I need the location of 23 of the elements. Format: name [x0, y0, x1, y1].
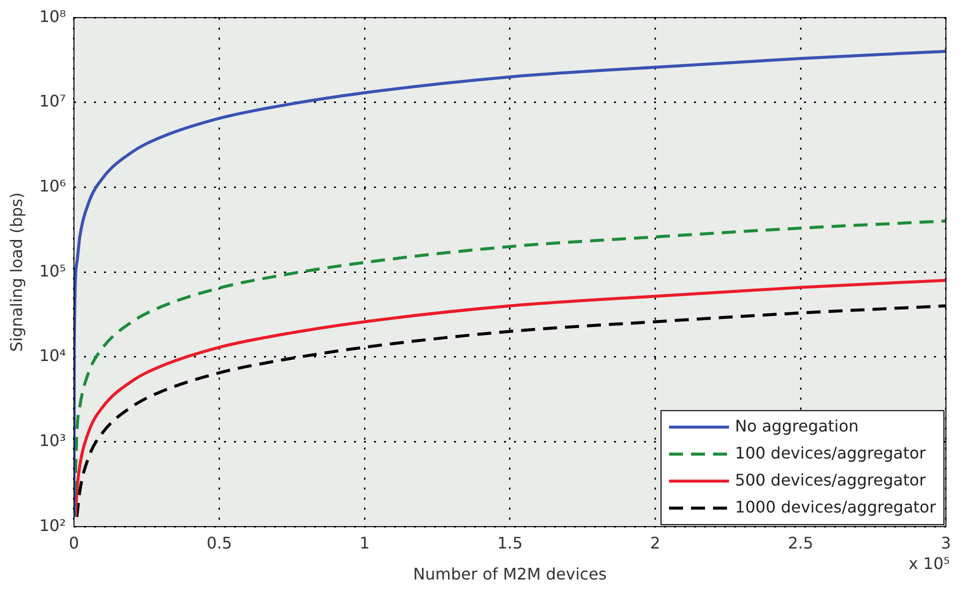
x-tick-label: 3 [940, 533, 952, 552]
x-tick-label: 1 [360, 533, 370, 552]
legend-label: No aggregation [735, 416, 859, 436]
legend-label: 100 devices/aggregator [735, 443, 926, 462]
x-tick-label: 2.5 [788, 533, 814, 552]
legend-label: 1000 devices/aggregator [735, 497, 936, 516]
y-tick-label: 10³ [39, 430, 66, 450]
x-tick-label: 1.5 [497, 533, 523, 552]
legend-label: 500 devices/aggregator [735, 470, 926, 490]
text: x 10⁵ [908, 554, 950, 573]
x-tick-label: 0.5 [206, 533, 232, 552]
x-tick-label: 2 [650, 533, 660, 552]
line-series [74, 50, 946, 518]
line-series [74, 220, 946, 518]
x-axis-title: Number of M2M devices [413, 564, 607, 584]
y-tick-label: 10⁵ [39, 261, 66, 280]
y-tick-label: 10⁸ [39, 6, 66, 26]
x-tick-label: 0 [68, 533, 80, 552]
y-tick-label: 10² [39, 516, 66, 535]
y-tick-label: 10⁶ [39, 176, 66, 196]
y-axis-title: Signaling load (bps) [6, 192, 26, 352]
y-tick-label: 10⁴ [39, 346, 66, 366]
y-tick-label: 10⁷ [39, 92, 66, 111]
